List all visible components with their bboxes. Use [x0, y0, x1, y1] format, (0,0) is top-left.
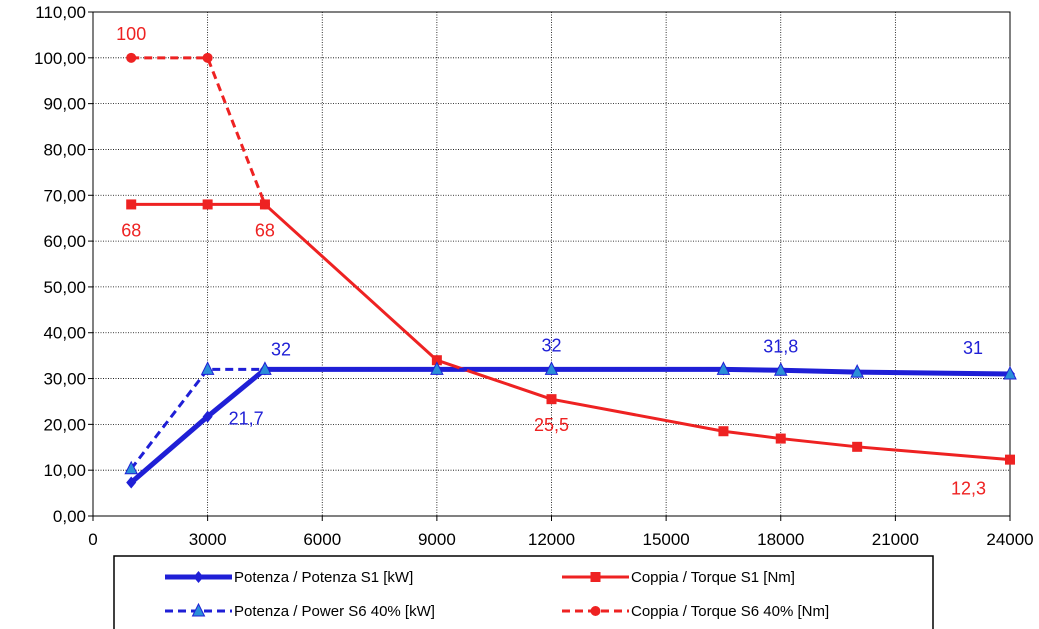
x-tick-label: 24000: [986, 530, 1033, 549]
data-label: 12,3: [951, 479, 986, 499]
legend-swatch-marker: [590, 606, 601, 616]
y-tick-label: 70,00: [43, 186, 86, 205]
data-label: 25,5: [534, 415, 569, 435]
triangle-series-point: [200, 361, 215, 375]
triangle-series-point: [850, 364, 864, 378]
x-tick-label: 18000: [757, 530, 804, 549]
square-series-point: [718, 426, 729, 437]
triangle-series-point: [124, 460, 139, 475]
square-series-point: [431, 355, 442, 366]
x-tick-label: 9000: [418, 530, 456, 549]
series: [124, 52, 1017, 489]
square-series-point: [1005, 454, 1015, 465]
x-tick-label: 21000: [872, 530, 919, 549]
square-series-point: [775, 433, 786, 444]
data-label: 68: [255, 220, 275, 240]
data-label: 32: [541, 335, 561, 355]
legend-swatch-marker: [590, 572, 601, 582]
plot-frame: [92, 11, 1011, 517]
triangle-series-point: [773, 362, 788, 376]
y-tick-label: 90,00: [43, 95, 86, 114]
circle-series-point: [202, 52, 213, 63]
legend-swatch-marker: [193, 571, 204, 583]
data-label: 31: [963, 338, 983, 358]
y-tick-label: 50,00: [43, 278, 86, 297]
triangle-series-point: [258, 361, 272, 375]
y-tick-label: 40,00: [43, 324, 86, 343]
y-tick-label: 20,00: [43, 415, 86, 434]
y-tick-label: 110,00: [35, 3, 86, 22]
y-tick-label: 10,00: [43, 461, 86, 480]
legend-label: Potenza / Power S6 40% [kW]: [234, 603, 435, 620]
y-tick-label: 100,00: [34, 49, 86, 68]
legend-label: Coppia / Torque S1 [Nm]: [631, 569, 795, 586]
x-tick-label: 3000: [189, 530, 227, 549]
square-series-point: [202, 199, 213, 210]
diamond-series-point: [126, 476, 137, 489]
axes: 0,00 10,00 20,00 30,00 40,00 50,00 60,00 70,00 8…: [34, 3, 1034, 549]
y-tick-label: 30,00: [43, 370, 86, 389]
data-label: 100: [116, 24, 146, 44]
legend-label: Potenza / Potenza S1 [kW]: [234, 569, 413, 586]
x-tick-label: 15000: [642, 530, 689, 549]
y-tick-label: 60,00: [43, 232, 86, 251]
triangle-series-point: [1003, 365, 1017, 380]
x-tick-label: 0: [88, 530, 97, 549]
diamond-series-point: [202, 410, 213, 423]
square-series-point: [546, 394, 557, 405]
data-label: 31,8: [763, 336, 798, 356]
legend-label: Coppia / Torque S6 40% [Nm]: [631, 603, 829, 620]
legend-swatch-marker: [191, 602, 206, 617]
x-tick-label: 12000: [528, 530, 575, 549]
y-tick-label: 0,00: [53, 507, 86, 526]
y-tick-label: 80,00: [43, 140, 86, 159]
circle-series-point: [259, 199, 270, 210]
legend-box: [113, 555, 934, 629]
data-label: 21,7: [229, 409, 264, 429]
triangle-series-point: [430, 361, 444, 375]
square-series-point: [852, 441, 863, 452]
triangle-series-point: [544, 361, 559, 375]
legend: Potenza / Potenza S1 [kW] Coppia / Torque…: [113, 555, 934, 629]
x-tick-label: 6000: [303, 530, 341, 549]
data-labels: 100 68 68 32 21,7 32 25,5 31,8 31 12,3: [116, 24, 986, 499]
circle-series-point: [126, 52, 137, 63]
triangle-series-point: [716, 361, 731, 375]
square-series-point: [126, 199, 137, 210]
data-label: 68: [121, 220, 141, 240]
data-label: 32: [271, 339, 291, 359]
